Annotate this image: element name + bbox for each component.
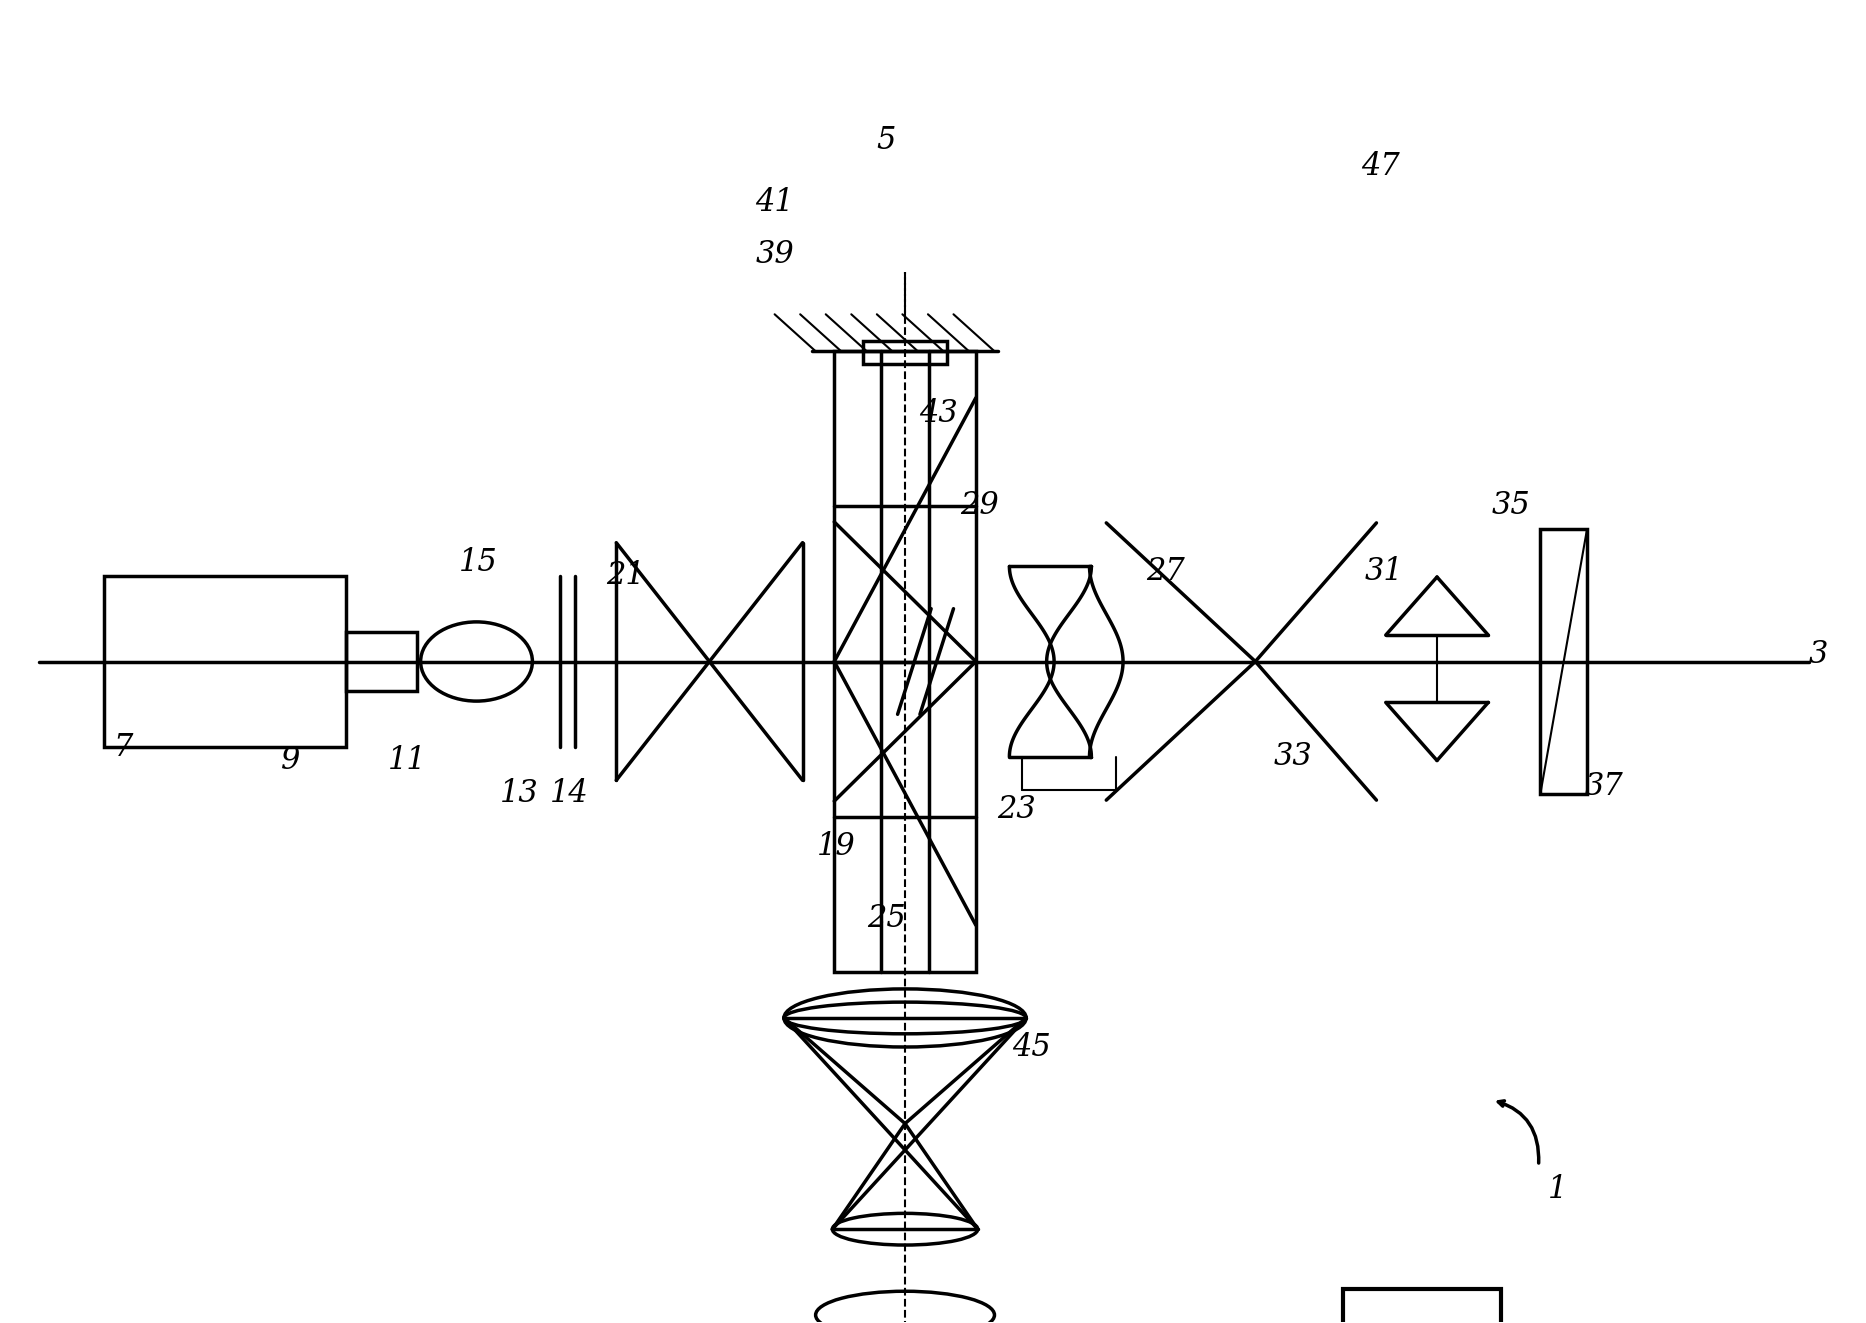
- Text: 41: 41: [756, 187, 795, 217]
- Text: 9: 9: [280, 745, 300, 777]
- Text: 7: 7: [112, 732, 132, 763]
- Text: 13: 13: [500, 778, 539, 810]
- Bar: [864, 341, 946, 364]
- Text: 23: 23: [998, 794, 1036, 824]
- Text: 29: 29: [961, 491, 998, 521]
- Text: 31: 31: [1364, 556, 1403, 587]
- Text: 11: 11: [388, 745, 427, 777]
- Text: 21: 21: [606, 560, 646, 591]
- Text: 1: 1: [1547, 1174, 1567, 1205]
- Bar: [345, 632, 416, 691]
- Text: 19: 19: [817, 831, 855, 861]
- Text: 33: 33: [1273, 741, 1312, 773]
- Text: 47: 47: [1360, 151, 1400, 183]
- Bar: [1541, 529, 1586, 794]
- Text: 35: 35: [1491, 491, 1530, 521]
- Text: 43: 43: [920, 398, 957, 429]
- Text: 39: 39: [756, 239, 795, 270]
- Text: 14: 14: [550, 778, 590, 810]
- Text: 3: 3: [1808, 639, 1827, 671]
- Bar: [104, 576, 345, 747]
- Text: 25: 25: [868, 904, 905, 934]
- Text: 27: 27: [1146, 556, 1185, 587]
- Bar: [834, 351, 976, 972]
- Text: 37: 37: [1584, 771, 1623, 803]
- Bar: [1344, 1289, 1502, 1323]
- Text: 5: 5: [877, 124, 896, 156]
- Text: 45: 45: [1013, 1032, 1051, 1062]
- Text: 15: 15: [459, 546, 498, 578]
